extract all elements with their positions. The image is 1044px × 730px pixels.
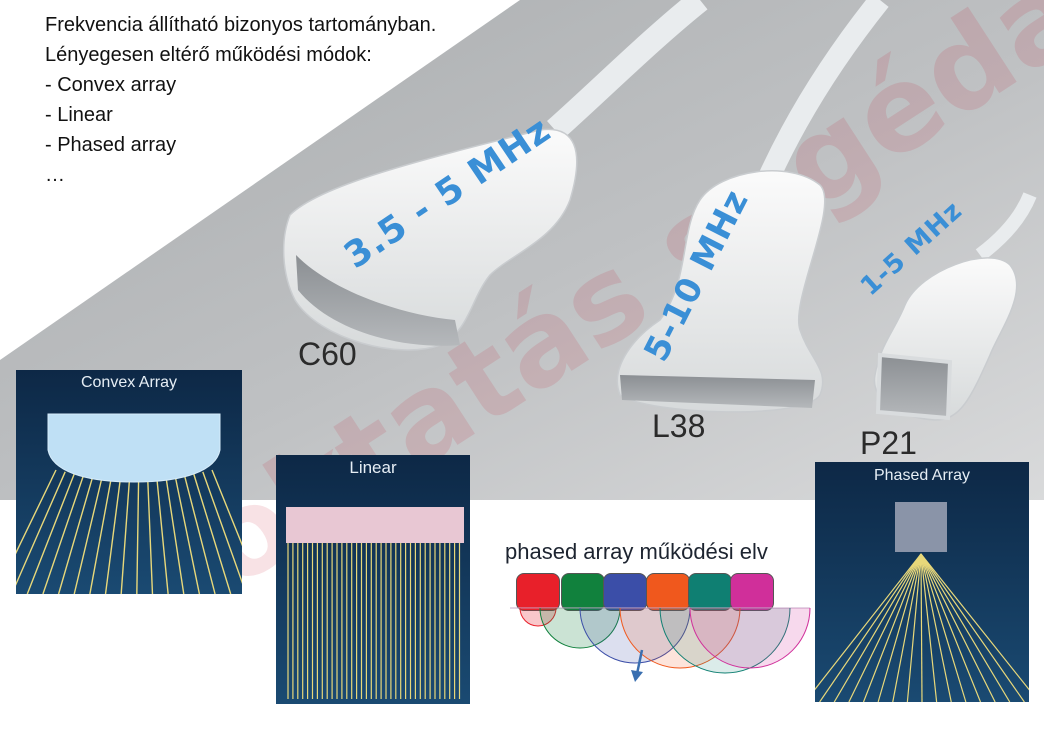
array-element-2	[561, 573, 605, 611]
convex-array-diagram	[16, 413, 242, 594]
intro-line-2: Lényegesen eltérő működési módok:	[45, 44, 372, 66]
phased-array-diagram	[815, 502, 1029, 702]
mode-convex: - Convex array	[45, 74, 177, 96]
beam-direction-arrow	[631, 649, 644, 682]
phased-array-title: Phased Array	[873, 467, 971, 484]
linear-probe-image	[616, 0, 889, 413]
phased-array-panel: Phased Array	[815, 462, 1029, 702]
wavefront-diagram	[510, 607, 811, 682]
array-element-1	[516, 573, 560, 611]
linear-array-panel: Linear	[276, 455, 470, 704]
convex-array-title: Convex Array	[80, 374, 178, 391]
convex-probe-image	[282, 0, 708, 351]
intro-line-1: Frekvencia állítható bizonyos tartományb…	[45, 14, 437, 36]
intro-text: Frekvencia állítható bizonyos tartományb…	[45, 10, 436, 190]
ellipsis: …	[45, 164, 65, 186]
array-element-6	[730, 573, 774, 611]
linear-array-diagram	[286, 507, 464, 699]
p21-model-label: P21	[860, 425, 917, 461]
convex-array-panel: Convex Array	[16, 370, 242, 594]
array-element-5	[688, 573, 732, 611]
mode-linear: - Linear	[45, 104, 113, 126]
probe-photos	[282, 0, 1037, 421]
linear-array-title: Linear	[349, 458, 397, 477]
mode-phased: - Phased array	[45, 134, 177, 156]
array-element-4	[646, 573, 690, 611]
phased-principle-caption: phased array működési elv	[505, 539, 768, 564]
c60-model-label: C60	[298, 336, 357, 372]
phased-probe-image	[873, 192, 1037, 421]
l38-model-label: L38	[652, 408, 706, 444]
